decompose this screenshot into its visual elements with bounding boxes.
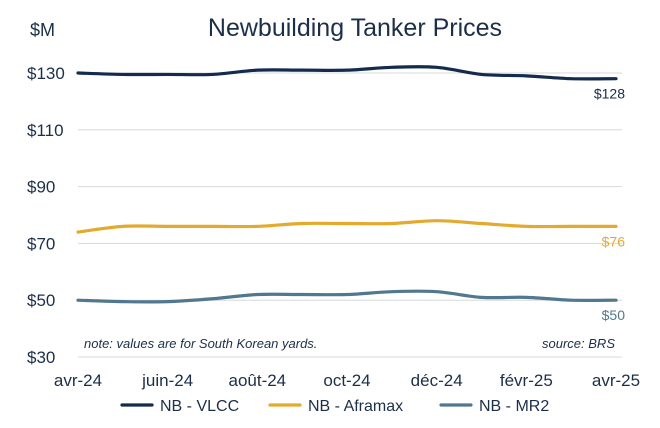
end-value-label: $128 [594, 86, 625, 102]
legend: NB - VLCC NB - Aframax NB - MR2 [120, 398, 549, 415]
x-tick-label: août-24 [228, 371, 286, 390]
y-tick-label: $30 [27, 348, 55, 367]
note-annotation: note: values are for South Korean yards. [84, 336, 317, 351]
y-axis-unit: $M [30, 20, 55, 40]
y-tick-label: $50 [27, 291, 55, 310]
legend-label: NB - MR2 [479, 398, 549, 415]
end-labels: $128 $76 $50 [594, 86, 625, 324]
series-line-1 [76, 65, 618, 81]
x-tick-label: juin-24 [141, 371, 193, 390]
legend-label: NB - Aframax [308, 398, 403, 415]
y-axis-ticks: $30 $50 $70 $90 $110 $130 [27, 64, 65, 367]
y-tick-label: $110 [27, 121, 64, 140]
x-tick-label: déc-24 [411, 371, 463, 390]
series-line-2 [76, 219, 618, 234]
y-tick-label: $130 [27, 64, 65, 83]
end-value-label: $76 [602, 233, 626, 249]
x-tick-label: oct-24 [323, 371, 370, 390]
series-lines [76, 65, 618, 304]
x-tick-label: févr-25 [500, 371, 553, 390]
source-annotation: source: BRS [542, 336, 615, 351]
y-tick-label: $90 [27, 178, 55, 197]
gridlines [78, 72, 622, 358]
x-tick-label: avr-24 [54, 371, 102, 390]
x-axis-ticks: avr-24 juin-24 août-24 oct-24 déc-24 févr-25 a… [54, 371, 640, 390]
series-line-3 [76, 289, 618, 304]
x-tick-label: avr-25 [592, 371, 640, 390]
y-tick-label: $70 [27, 234, 55, 253]
end-value-label: $50 [602, 307, 626, 323]
legend-label: NB - VLCC [160, 398, 239, 415]
chart-title: Newbuilding Tanker Prices [208, 14, 502, 42]
